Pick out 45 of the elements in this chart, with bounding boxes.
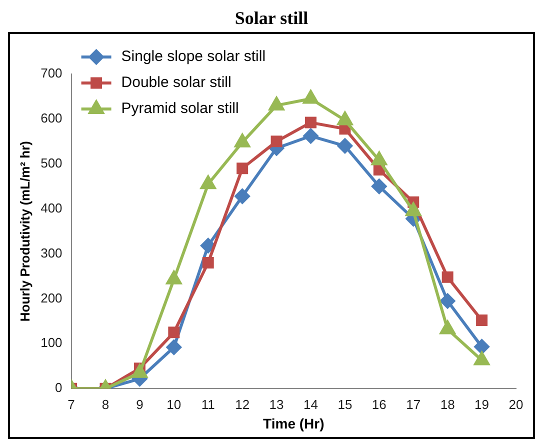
point — [270, 136, 282, 148]
point — [372, 178, 387, 194]
y-tick-label: 100 — [40, 335, 62, 350]
x-tick-label: 14 — [304, 396, 318, 412]
point — [406, 202, 421, 216]
x-tick-label: 16 — [372, 396, 386, 412]
x-tick-label: 15 — [338, 396, 352, 412]
legend-label: Double solar still — [121, 74, 232, 92]
y-tick-label: 700 — [40, 66, 62, 81]
point — [168, 326, 180, 338]
point — [474, 339, 490, 354]
point — [200, 176, 216, 190]
point — [337, 138, 352, 154]
point — [442, 271, 454, 283]
y-tick-label: 500 — [40, 155, 62, 170]
x-tick-label: 11 — [201, 396, 215, 412]
point — [305, 116, 316, 128]
point — [234, 188, 250, 204]
y-tick-label: 300 — [40, 245, 62, 260]
legend-label: Pyramid solar still — [121, 100, 239, 118]
legend-label: Single slope solar still — [121, 48, 266, 66]
y-tick-label: 200 — [40, 290, 62, 306]
y-tick-label: 400 — [40, 200, 62, 216]
point — [200, 238, 216, 254]
y-tick-label: 0 — [55, 380, 62, 396]
x-tick-label: 7 — [68, 396, 75, 412]
x-tick-label: 18 — [440, 396, 455, 412]
x-tick-label: 9 — [136, 396, 144, 412]
point — [236, 162, 248, 174]
x-tick-label: 19 — [474, 396, 490, 412]
point — [166, 340, 182, 355]
y-tick-label: 600 — [40, 110, 62, 126]
x-tick-label: 13 — [269, 396, 284, 412]
chart-title: Solar still — [234, 8, 310, 30]
x-axis-title: Time (Hr) — [263, 415, 324, 432]
x-tick-label: 17 — [406, 396, 421, 412]
y-axis-title: Hourly Produtivity (mL/m² hr) — [17, 141, 32, 322]
x-tick-label: 20 — [508, 396, 524, 412]
point — [476, 314, 488, 326]
point — [440, 293, 456, 308]
x-tick-label: 8 — [102, 396, 110, 412]
x-tick-label: 12 — [235, 396, 250, 412]
point — [202, 257, 214, 269]
x-tick-label: 10 — [166, 396, 182, 412]
point — [303, 128, 318, 144]
